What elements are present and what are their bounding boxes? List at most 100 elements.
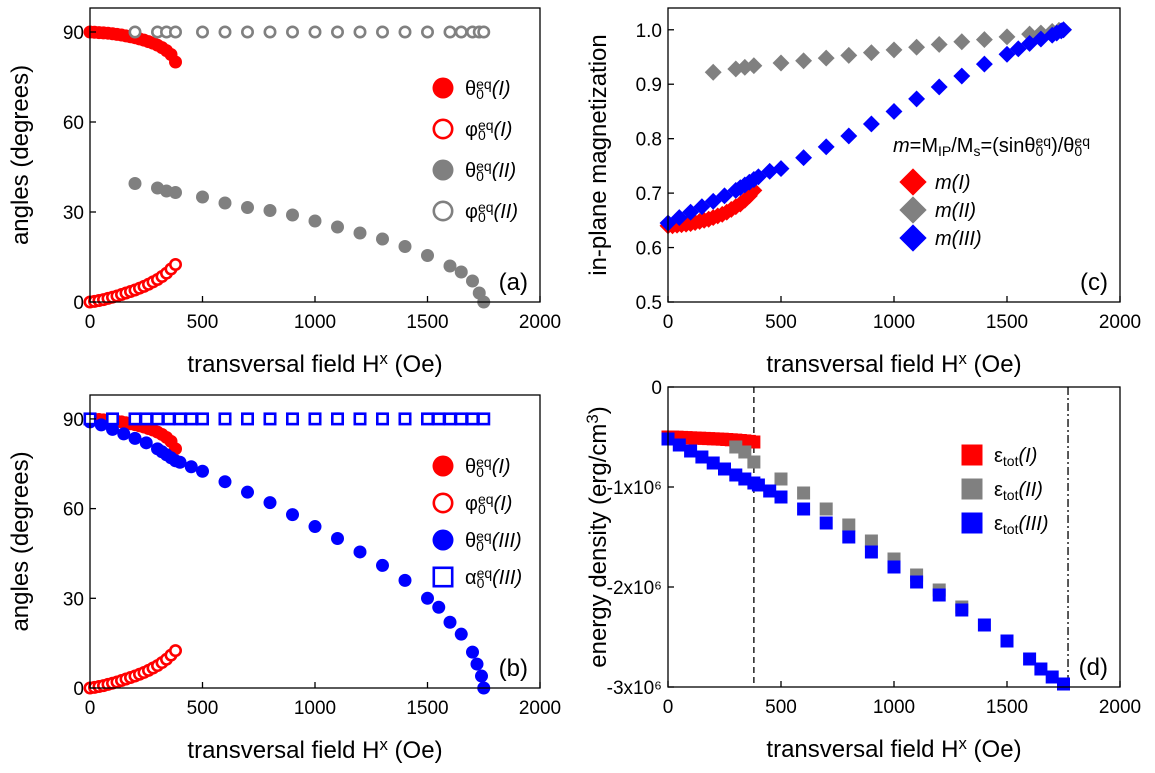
- text-part: =(sinθ: [980, 135, 1035, 157]
- point: [477, 412, 491, 426]
- point: [330, 25, 344, 39]
- text-part: ε: [994, 479, 1003, 501]
- x-axis-label: transversal field Hx (Oe): [187, 735, 442, 764]
- x-tick-label: 1000: [873, 697, 915, 718]
- point: [128, 412, 142, 426]
- text-part: eq: [1036, 133, 1052, 149]
- text-part: m: [893, 135, 910, 157]
- text-part: (I): [1019, 445, 1038, 467]
- panel-label: (c): [1080, 269, 1108, 296]
- text-part: (III): [492, 530, 522, 552]
- series: [83, 257, 183, 309]
- point: [977, 618, 991, 632]
- point: [263, 496, 277, 510]
- point: [774, 472, 788, 486]
- point: [774, 490, 788, 504]
- point: [670, 209, 688, 227]
- text-part: ): [585, 406, 612, 414]
- point: [1057, 677, 1070, 691]
- x-tick-label: 1000: [873, 312, 915, 333]
- point: [128, 25, 142, 39]
- point: [218, 196, 232, 210]
- legend-label: m(III): [935, 228, 982, 250]
- text-part: eq: [476, 528, 492, 544]
- point: [975, 31, 993, 49]
- point: [331, 220, 344, 234]
- text-part: 0: [476, 86, 484, 102]
- point: [795, 52, 813, 70]
- point: [1021, 34, 1039, 52]
- point: [308, 25, 322, 39]
- x-tick-label: 1500: [986, 697, 1028, 718]
- y-tick-label: 90: [63, 23, 84, 44]
- legend-label: θ0eq(I): [465, 76, 511, 102]
- point: [840, 46, 858, 64]
- text-part: m(I): [935, 172, 971, 194]
- legend-marker: [899, 224, 927, 252]
- text-part: 0: [476, 538, 484, 554]
- text-part: x: [959, 349, 968, 368]
- point: [797, 502, 811, 516]
- point: [398, 412, 412, 426]
- x-tick-label: 500: [765, 697, 797, 718]
- text-part: tot: [1003, 521, 1019, 537]
- point: [196, 464, 209, 478]
- point: [955, 603, 969, 617]
- legend-marker: [432, 455, 454, 477]
- text-part: eq: [476, 76, 492, 92]
- series: [83, 415, 491, 695]
- y-tick-label: 0: [651, 378, 662, 399]
- y-tick-label: -1x10⁶: [607, 478, 662, 499]
- point: [727, 60, 745, 78]
- point: [817, 138, 835, 156]
- point: [953, 67, 971, 85]
- point: [751, 478, 765, 492]
- legend-marker: [961, 512, 983, 534]
- panel: 0 500 1000 1500 2000 0 -1x10⁶ -2x10⁶ -3x10⁶ trans…: [583, 378, 1141, 763]
- legend-label: εtot(III): [994, 513, 1049, 537]
- legend-label: m(I): [935, 172, 971, 194]
- point: [218, 412, 232, 426]
- point: [398, 573, 412, 587]
- y-axis-label: angles (degrees): [7, 65, 34, 245]
- point: [353, 545, 367, 559]
- x-axis-label: transversal field Hx (Oe): [766, 734, 1021, 763]
- point: [454, 627, 468, 641]
- text-part: (II): [494, 201, 518, 223]
- point: [477, 25, 491, 39]
- point: [218, 25, 232, 39]
- point: [173, 412, 187, 426]
- point: [353, 25, 367, 39]
- text-part: φ: [465, 493, 478, 515]
- y-tick-label: 30: [63, 203, 84, 224]
- text-part: transversal field H: [187, 351, 379, 378]
- point: [106, 422, 119, 436]
- legend-label: εtot(II): [994, 479, 1043, 503]
- text-part: (Oe): [388, 351, 443, 378]
- point: [738, 445, 752, 459]
- point: [128, 431, 142, 445]
- y-tick-label: 0.9: [636, 75, 662, 96]
- point: [672, 438, 686, 452]
- text-part: 0: [477, 575, 485, 591]
- point: [285, 412, 299, 426]
- point: [684, 444, 698, 458]
- point: [117, 427, 131, 441]
- point: [745, 57, 763, 75]
- point: [470, 657, 484, 671]
- y-tick-label: 60: [63, 113, 84, 134]
- point: [817, 49, 835, 67]
- legend-marker: [899, 196, 927, 224]
- series: [128, 25, 491, 39]
- point: [421, 591, 434, 605]
- text-part: 0: [476, 168, 484, 184]
- panel: 0 500 1000 1500 2000 0.5 0.6 0.7 0.8 0.9 1.0 transv…: [585, 7, 1141, 378]
- point: [353, 412, 367, 426]
- point: [910, 575, 924, 589]
- point: [797, 486, 811, 500]
- panel: 0 500 1000 1500 2000 0 30 60 90 transversal field…: [7, 7, 561, 378]
- text-part: (II): [492, 160, 516, 182]
- point: [443, 259, 457, 273]
- annotation: m=MIP/Ms=(sinθ0eq)/θ0eq: [893, 133, 1090, 159]
- text-part: θ: [465, 456, 476, 478]
